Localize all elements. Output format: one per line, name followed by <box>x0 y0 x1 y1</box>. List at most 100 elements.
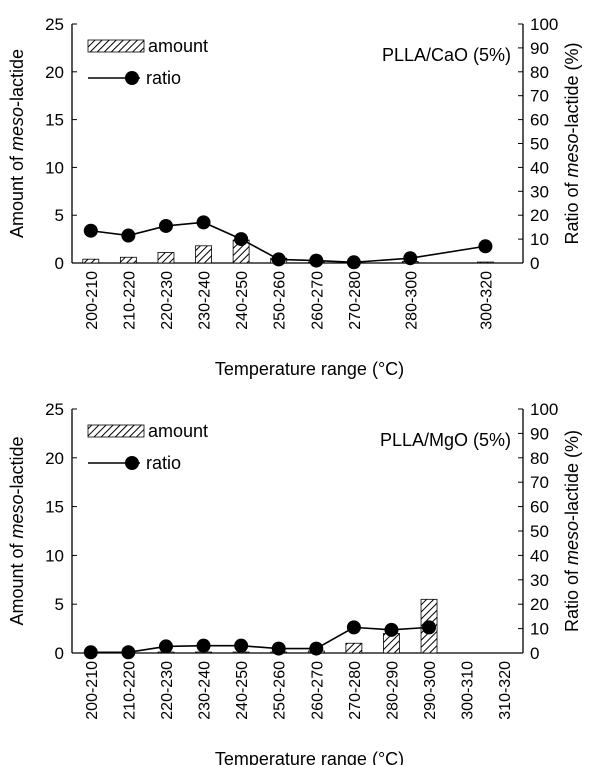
y-right-tick-label: 50 <box>530 522 549 541</box>
y-right-tick-label: 30 <box>530 571 549 590</box>
point-ratio-220-230 <box>158 639 173 654</box>
x-tick-label: 200-210 <box>84 661 101 720</box>
x-tick-label: 300-310 <box>460 661 477 720</box>
y-left-tick-label: 5 <box>55 595 64 614</box>
point-ratio-210-220 <box>121 645 136 660</box>
y-right-tick-label: 100 <box>530 400 558 419</box>
legend-marker <box>125 71 139 85</box>
legend-marker <box>125 456 139 470</box>
point-ratio-280-300 <box>403 251 418 266</box>
x-tick-label: 260-270 <box>309 661 326 720</box>
bar-amount-220-230 <box>157 252 175 264</box>
y-right-tick-label: 40 <box>530 546 549 565</box>
line-ratio <box>90 626 430 654</box>
x-tick-label: 210-220 <box>121 661 138 720</box>
point-ratio-260-270 <box>309 641 324 656</box>
y-axis-left-label: Amount of meso-lactide <box>7 49 27 238</box>
x-tick-label: 210-220 <box>121 271 138 330</box>
x-tick-label: 220-230 <box>159 271 176 330</box>
legend-amount-label: amount <box>148 421 208 441</box>
x-tick-label: 300-320 <box>478 271 495 330</box>
y-left-tick-label: 15 <box>45 111 64 130</box>
y-axis-left-label: Amount of meso-lactide <box>7 436 27 625</box>
point-ratio-290-300 <box>422 620 437 635</box>
y-right-tick-label: 20 <box>530 206 549 225</box>
point-ratio-300-320 <box>478 239 493 254</box>
y-left-tick-label: 25 <box>45 15 64 34</box>
x-tick-label: 200-210 <box>84 271 101 330</box>
point-ratio-210-220 <box>121 228 136 243</box>
y-right-tick-label: 80 <box>530 63 549 82</box>
x-axis-label: Temperature range (°C) <box>215 359 404 379</box>
bar-amount-230-240 <box>195 245 212 264</box>
bar-amount-200-210 <box>82 258 100 264</box>
x-tick-label: 230-240 <box>197 271 214 330</box>
point-ratio-230-240 <box>196 215 211 230</box>
legend-ratio-label: ratio <box>146 453 181 473</box>
y-right-tick-label: 60 <box>530 111 549 130</box>
x-tick-label: 270-280 <box>347 271 364 330</box>
point-ratio-220-230 <box>158 218 173 233</box>
legend-bar-swatch <box>87 424 145 438</box>
y-right-tick-label: 100 <box>530 15 558 34</box>
line-ratio <box>90 221 486 264</box>
y-right-tick-label: 0 <box>530 254 539 273</box>
x-tick-label: 220-230 <box>159 661 176 720</box>
x-axis-label: Temperature range (°C) <box>215 749 404 765</box>
point-ratio-230-240 <box>196 638 211 653</box>
point-ratio-200-210 <box>83 645 98 660</box>
y-right-tick-label: 20 <box>530 595 549 614</box>
x-tick-label: 290-300 <box>422 661 439 720</box>
x-tick-label: 310-320 <box>497 661 514 720</box>
x-tick-label: 240-250 <box>234 271 251 330</box>
point-ratio-260-270 <box>309 253 324 268</box>
point-ratio-240-250 <box>234 638 249 653</box>
y-right-tick-label: 70 <box>530 87 549 106</box>
y-right-tick-label: 30 <box>530 182 549 201</box>
x-tick-label: 260-270 <box>309 271 326 330</box>
x-tick-label: 280-290 <box>384 661 401 720</box>
x-tick-label: 250-260 <box>272 661 289 720</box>
y-left-tick-label: 20 <box>45 449 64 468</box>
x-tick-label: 240-250 <box>234 661 251 720</box>
legend-bar-swatch <box>87 39 145 53</box>
bar-amount-270-280 <box>345 642 363 654</box>
y-right-tick-label: 80 <box>530 449 549 468</box>
legend-ratio-label: ratio <box>146 68 181 88</box>
chart-panel-1: 0 5 10 15 20 25 0 10 20 30 40 50 60 70 80 90 100 200-210 2… <box>7 15 582 379</box>
y-right-tick-label: 0 <box>530 644 539 663</box>
point-ratio-250-260 <box>271 641 286 656</box>
point-ratio-270-280 <box>346 255 361 270</box>
point-ratio-200-210 <box>83 223 98 238</box>
point-ratio-240-250 <box>234 232 249 247</box>
panel-annotation: PLLA/MgO (5%) <box>380 430 511 450</box>
y-left-tick-label: 5 <box>55 206 64 225</box>
y-right-tick-label: 90 <box>530 424 549 443</box>
point-ratio-250-260 <box>271 252 286 267</box>
chart-panel-2: 0 5 10 15 20 25 0 10 20 30 40 50 60 70 80 90 100 200-210 2… <box>7 400 582 765</box>
y-left-tick-label: 0 <box>55 254 64 273</box>
y-left-tick-label: 25 <box>45 400 64 419</box>
panel-annotation: PLLA/CaO (5%) <box>382 45 511 65</box>
y-axis-right-label: Ratio of meso-lactide (%) <box>562 42 582 244</box>
y-right-tick-label: 50 <box>530 135 549 154</box>
y-left-tick-label: 10 <box>45 546 64 565</box>
y-right-tick-label: 40 <box>530 158 549 177</box>
y-right-tick-label: 10 <box>530 230 549 249</box>
y-left-tick-label: 20 <box>45 63 64 82</box>
y-left-tick-label: 10 <box>45 158 64 177</box>
y-left-tick-label: 0 <box>55 644 64 663</box>
y-right-tick-label: 70 <box>530 473 549 492</box>
x-tick-label: 250-260 <box>272 271 289 330</box>
y-right-tick-label: 10 <box>530 620 549 639</box>
y-right-tick-label: 60 <box>530 498 549 517</box>
x-tick-label: 280-300 <box>403 271 420 330</box>
bar-amount-300-320 <box>477 261 494 264</box>
x-tick-label: 230-240 <box>197 661 214 720</box>
legend-amount-label: amount <box>148 36 208 56</box>
bar-amount-210-220 <box>119 256 137 264</box>
y-right-tick-label: 90 <box>530 39 549 58</box>
point-ratio-280-290 <box>384 622 399 637</box>
y-left-tick-label: 15 <box>45 498 64 517</box>
